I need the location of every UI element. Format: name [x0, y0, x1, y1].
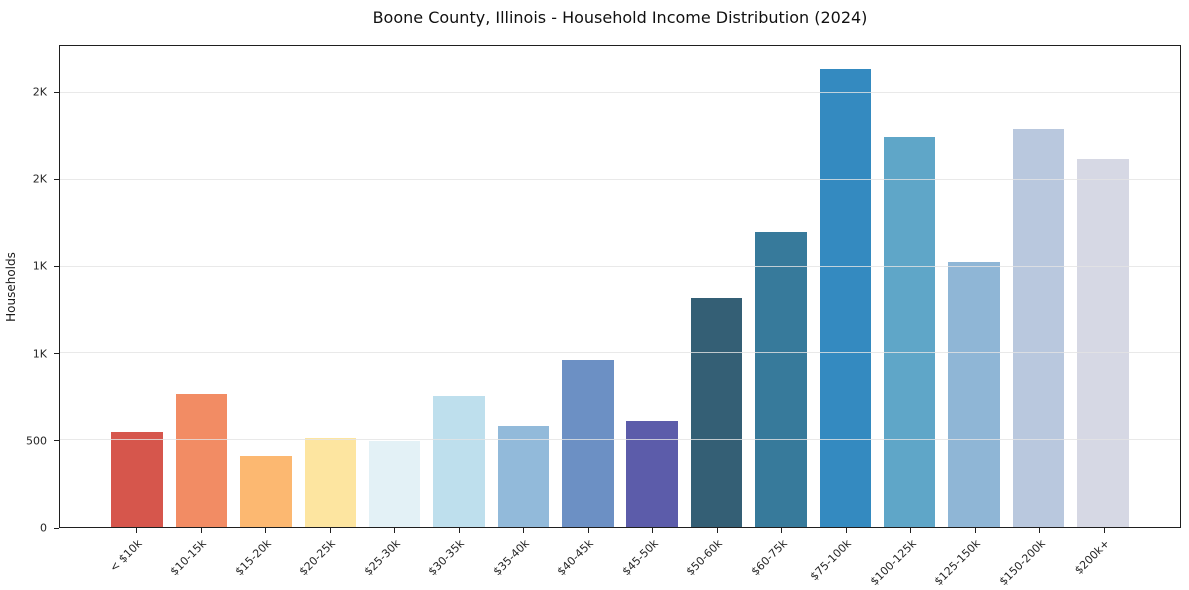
bar-slot — [878, 46, 942, 527]
y-tick-label: 1K — [32, 347, 47, 361]
x-tick-label: $30-35k — [426, 536, 468, 579]
x-tick-label: $15-20k — [232, 536, 274, 579]
x-tick-mark — [523, 528, 525, 533]
bar-slot — [942, 46, 1006, 527]
chart-title: Boone County, Illinois - Household Incom… — [372, 8, 868, 27]
x-tick-label: $35-40k — [490, 536, 532, 579]
y-tick-label: 1K — [32, 259, 47, 273]
bar-$150-200k — [1012, 129, 1065, 527]
bar-slot — [1071, 46, 1135, 527]
x-tick-mark — [716, 528, 718, 533]
bar-slot — [491, 46, 555, 527]
bar-$200k+ — [1077, 158, 1129, 527]
bar-slot — [1006, 46, 1070, 527]
y-tick-mark — [54, 527, 59, 529]
x-tick-label: $200k+ — [1072, 536, 1113, 577]
x-tick-mark — [845, 528, 847, 533]
bar-$15-20k — [240, 455, 292, 527]
x-tick-mark — [1103, 528, 1105, 533]
y-tick-mark — [54, 440, 59, 442]
bar-slot — [813, 46, 877, 527]
x-tick-mark — [1039, 528, 1041, 533]
y-tick-mark — [54, 265, 59, 267]
bar-$40-45k — [562, 360, 614, 527]
y-axis: 0 500 1K 1K 2K 2K — [0, 45, 59, 534]
bar-slot — [169, 46, 233, 527]
x-tick-mark — [265, 528, 267, 533]
bar-slot — [234, 46, 298, 527]
bar-$45-50k — [626, 421, 678, 527]
bar-slot — [298, 46, 362, 527]
bar-slot — [427, 46, 491, 527]
bar-slot — [363, 46, 427, 527]
x-tick-label: $25-30k — [361, 536, 403, 579]
x-tick-label: $45-50k — [619, 536, 661, 579]
x-tick-mark — [587, 528, 589, 533]
bar-slot — [620, 46, 684, 527]
x-tick-label: $125-150k — [932, 536, 984, 589]
y-tick-mark — [54, 178, 59, 180]
bar-< $10k — [111, 431, 163, 527]
bar-slot — [105, 46, 169, 527]
x-tick-mark — [652, 528, 654, 533]
x-tick-label: $60-75k — [748, 536, 790, 579]
bar-$35-40k — [497, 426, 550, 527]
x-tick-label: $50-60k — [684, 536, 726, 579]
bar-$50-60k — [690, 297, 743, 527]
bar-$75-100k — [819, 69, 872, 527]
bar-slot — [684, 46, 748, 527]
x-tick-label: < $10k — [107, 536, 145, 575]
x-tick-mark — [136, 528, 138, 533]
plot-area — [59, 45, 1181, 528]
x-axis: < $10k $10-15k $15-20k $20-25k $25-30k $30-35… — [59, 528, 1181, 590]
bar-$125-150k — [948, 262, 1000, 527]
y-tick-mark — [54, 353, 59, 355]
x-tick-mark — [458, 528, 460, 533]
bar-slot — [749, 46, 813, 527]
x-tick-mark — [910, 528, 912, 533]
bar-$20-25k — [304, 437, 357, 527]
bar-$30-35k — [433, 395, 485, 527]
bar-$25-30k — [368, 441, 421, 527]
x-tick-mark — [974, 528, 976, 533]
x-tick-label: $10-15k — [168, 536, 210, 579]
bars-layer — [60, 46, 1180, 527]
y-tick-mark — [54, 91, 59, 93]
bar-$100-125k — [883, 137, 936, 527]
x-tick-label: $150-200k — [996, 536, 1048, 589]
x-tick-label: $40-45k — [555, 536, 597, 579]
x-tick-mark — [329, 528, 331, 533]
y-tick-label: 2K — [32, 85, 47, 99]
bar-$60-75k — [755, 231, 807, 527]
x-tick-mark — [781, 528, 783, 533]
y-tick-label: 500 — [26, 434, 47, 448]
y-tick-label: 0 — [40, 521, 47, 535]
x-tick-label: $20-25k — [297, 536, 339, 579]
x-tick-mark — [394, 528, 396, 533]
bar-$10-15k — [175, 394, 228, 527]
x-tick-mark — [200, 528, 202, 533]
y-tick-label: 2K — [32, 172, 47, 186]
x-tick-label: $75-100k — [808, 536, 855, 584]
x-tick-label: $100-125k — [867, 536, 919, 589]
bar-slot — [556, 46, 620, 527]
